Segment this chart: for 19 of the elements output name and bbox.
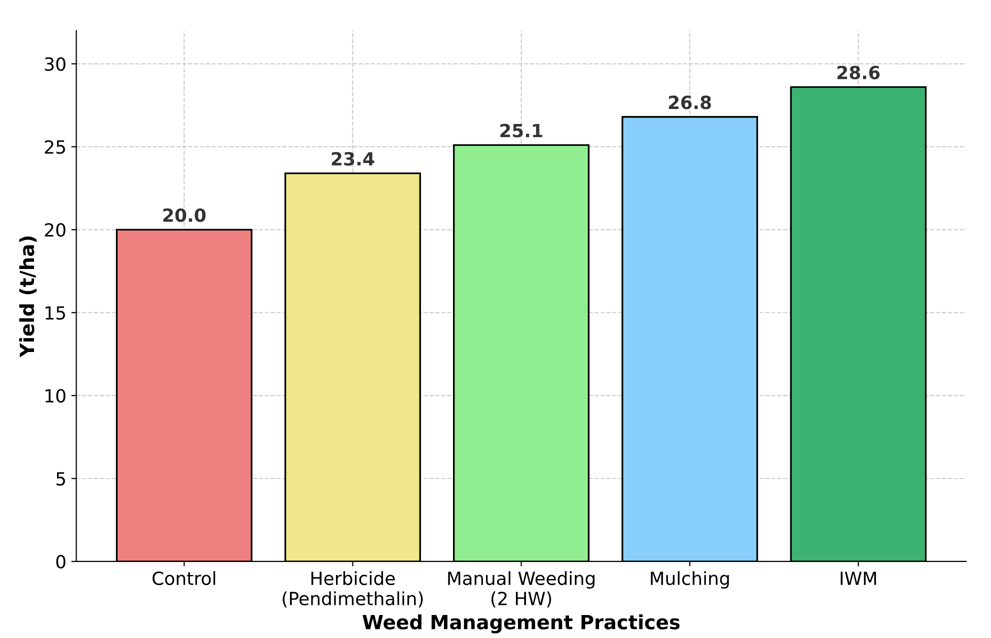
data-label: 26.8 [668, 96, 711, 110]
data-label: 23.4 [332, 152, 374, 166]
x-axis-title: Weed Management Practices [362, 614, 680, 634]
y-tick-label: 30 [44, 57, 66, 71]
y-tick-label: 20 [44, 223, 66, 237]
y-tick-label: 25 [44, 140, 66, 154]
y-tick-label: 5 [56, 472, 66, 486]
data-label: 28.6 [838, 66, 880, 80]
x-tick-label: IWM [840, 572, 876, 585]
x-tick-label: Herbicide (Pendimethalin) [282, 571, 423, 608]
y-axis-title: Yield (t/ha) [19, 236, 37, 358]
x-tick-label: Control [152, 571, 216, 586]
y-tick-label: 10 [46, 389, 66, 403]
data-label: 20.0 [163, 208, 206, 222]
x-tick-label: Mulching [650, 571, 729, 589]
x-tick-label: Manual Weeding (2 HW) [448, 571, 594, 608]
y-tick-label: 0 [56, 554, 66, 569]
y-tick-label: 15 [46, 306, 66, 320]
data-label: 25.1 [500, 124, 542, 138]
